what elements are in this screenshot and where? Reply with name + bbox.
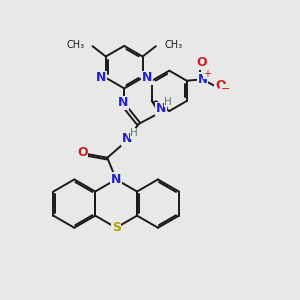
Text: CH₃: CH₃	[66, 40, 84, 50]
Text: N: N	[142, 71, 152, 84]
Text: CH₃: CH₃	[164, 40, 182, 50]
Text: H: H	[164, 97, 172, 107]
Text: N: N	[118, 96, 128, 110]
Text: S: S	[112, 221, 121, 234]
Text: O: O	[197, 56, 207, 69]
Text: N: N	[198, 73, 208, 86]
Text: N: N	[96, 71, 106, 84]
Text: O: O	[215, 79, 226, 92]
Text: O: O	[77, 146, 88, 159]
Text: +: +	[203, 69, 211, 79]
Text: −: −	[221, 84, 230, 94]
Text: H: H	[130, 128, 138, 138]
Text: N: N	[122, 132, 132, 145]
Text: N: N	[155, 102, 166, 115]
Text: N: N	[111, 173, 121, 186]
